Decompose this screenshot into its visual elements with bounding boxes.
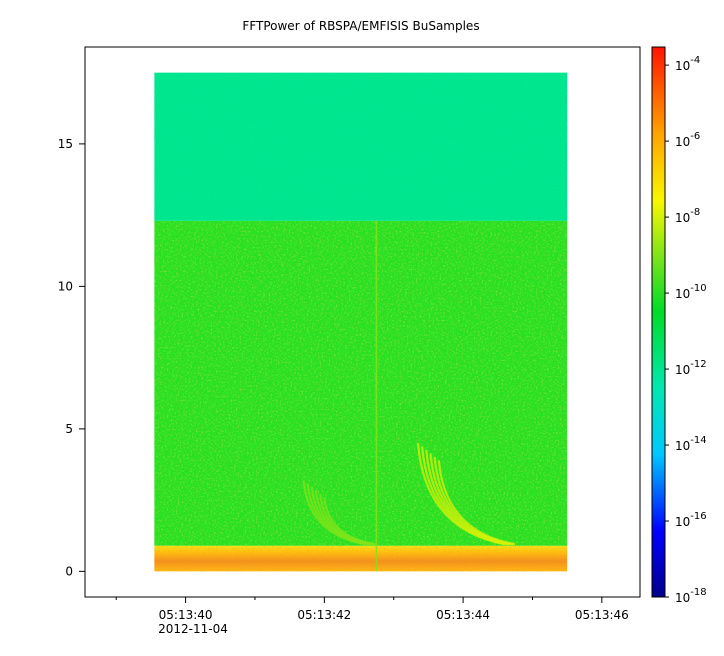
colorbar-tick-label: 10-12 xyxy=(675,359,707,377)
spectrogram-band-texture-1 xyxy=(154,220,568,546)
y-axis: 0 5 10 15 xyxy=(58,137,85,578)
spectrogram-plot-area xyxy=(84,46,641,598)
colorbar-gradient xyxy=(651,46,666,598)
chorus-element xyxy=(416,443,516,546)
spectrogram-band-texture-2 xyxy=(154,72,568,221)
x-tick-label: 05:13:44 xyxy=(436,608,490,622)
x-axis: 05:13:40 05:13:42 05:13:44 05:13:46 xyxy=(115,597,629,622)
chorus-element xyxy=(302,480,377,546)
colorbar-tick-label: 10-10 xyxy=(675,283,707,301)
colorbar-tick-label: 10-6 xyxy=(675,131,700,149)
y-tick-label: 5 xyxy=(65,422,73,436)
x-tick-label: 05:13:42 xyxy=(297,608,351,622)
colorbar-tick-label: 10-8 xyxy=(675,207,700,225)
x-tick-label: 05:13:40 xyxy=(159,608,213,622)
y-tick-label: 15 xyxy=(58,137,73,151)
colorbar-tick-label: 10-14 xyxy=(675,435,707,453)
chart-title: FFTPower of RBSPA/EMFISIS BuSamples xyxy=(242,19,479,33)
colorbar-tick-label: 10-18 xyxy=(675,587,707,605)
spectrogram-band-texture-0 xyxy=(154,545,568,572)
colorbar: 10-4 10-6 10-8 10-10 10-12 10-14 10-16 10-18 xyxy=(651,46,707,605)
y-tick-label: 10 xyxy=(58,279,73,293)
x-axis-date-label: 2012-11-04 xyxy=(158,622,228,636)
colorbar-tick-label: 10-16 xyxy=(675,511,707,529)
y-tick-label: 0 xyxy=(65,564,73,578)
x-tick-label: 05:13:46 xyxy=(575,608,629,622)
colorbar-tick-label: 10-4 xyxy=(675,55,700,73)
